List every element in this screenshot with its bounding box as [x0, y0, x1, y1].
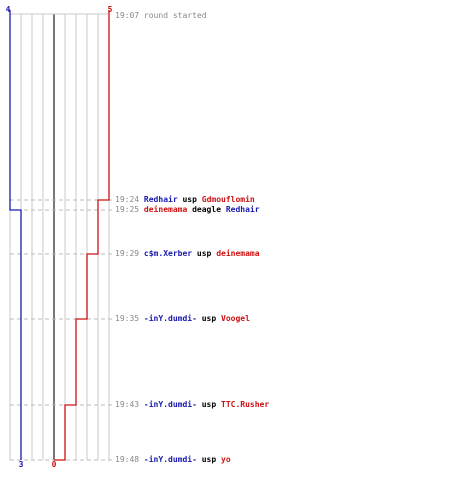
killer-name: c$m.Xerber [143, 249, 193, 258]
event-time: 19:25 [115, 205, 140, 214]
event-time: 19:35 [115, 314, 140, 323]
kill-event: 19:24 Redhair usp Gdmouflomin [115, 195, 255, 205]
kill-event: 19:25 deinemama deagle Redhair [115, 205, 260, 215]
killer-name: Redhair [143, 195, 178, 204]
blue-start-count: 4 [6, 5, 11, 14]
victim-name: deinemama [216, 249, 260, 258]
event-message: round started [143, 11, 207, 20]
weapon-name: deagle [192, 205, 222, 214]
event-time: 19:07 [115, 11, 140, 20]
red-team-step-line [54, 10, 110, 461]
victim-name: Voogel [221, 314, 250, 323]
kill-event: 19:43 -inY.dumdi- usp TTC.Rusher [115, 400, 269, 410]
kill-event: 19:35 -inY.dumdi- usp Voogel [115, 314, 250, 324]
killer-name: -inY.dumdi- [143, 400, 197, 409]
weapon-name: usp [201, 400, 217, 409]
killer-name: -inY.dumdi- [143, 314, 197, 323]
victim-name: Redhair [225, 205, 260, 214]
weapon-name: usp [182, 195, 197, 204]
event-time: 19:29 [115, 249, 140, 258]
blue-end-count: 3 [19, 460, 24, 469]
red-start-count: 5 [108, 5, 113, 14]
blue-team-step-line [9, 10, 22, 460]
victim-name: Gdmouflomin [201, 195, 255, 204]
killer-name: -inY.dumdi- [143, 455, 197, 464]
event-time: 19:48 [115, 455, 140, 464]
red-end-count: 0 [52, 460, 57, 469]
kill-event: 19:29 c$m.Xerber usp deinemama [115, 249, 260, 259]
victim-name: yo [221, 455, 231, 464]
kill-event: 19:48 -inY.dumdi- usp yo [115, 455, 231, 465]
victim-name: TTC.Rusher [221, 400, 270, 409]
weapon-name: usp [196, 249, 212, 258]
weapon-name: usp [201, 314, 217, 323]
weapon-name: usp [201, 455, 217, 464]
killer-name: deinemama [143, 205, 188, 214]
round-start-event: 19:07 round started [115, 11, 207, 21]
event-time: 19:24 [115, 195, 140, 204]
event-time: 19:43 [115, 400, 140, 409]
